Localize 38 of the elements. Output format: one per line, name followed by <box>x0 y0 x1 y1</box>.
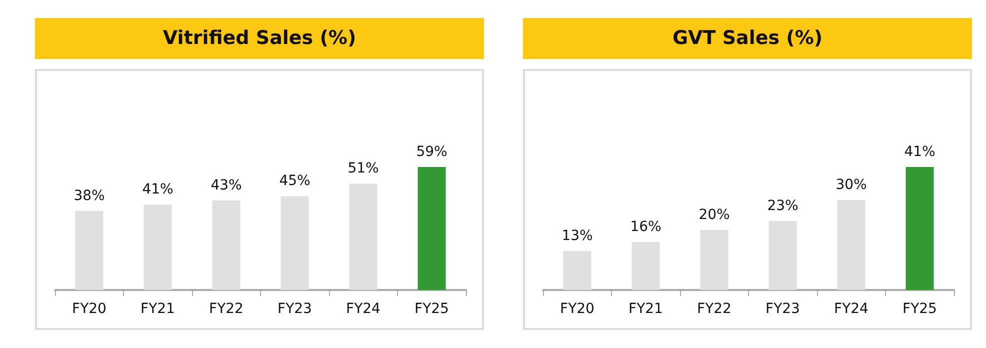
bar <box>418 167 446 290</box>
data-label: 41% <box>904 144 936 160</box>
x-tick-label: FY21 <box>140 301 175 317</box>
x-tick-label: FY23 <box>278 301 312 317</box>
x-tick-label: FY20 <box>72 301 106 317</box>
data-label: 51% <box>348 160 379 177</box>
x-tick-label: FY20 <box>560 301 594 317</box>
x-tick-label: FY22 <box>209 301 244 317</box>
chart-title: GVT Sales (%) <box>523 18 972 59</box>
data-label: 20% <box>698 207 730 224</box>
x-tick-label: FY22 <box>697 301 732 317</box>
data-label: 45% <box>279 173 310 190</box>
data-label: 41% <box>142 182 174 198</box>
bar <box>75 210 104 290</box>
bar <box>212 200 240 290</box>
x-tick-label: FY23 <box>766 301 800 317</box>
x-tick-label: FY21 <box>628 301 663 317</box>
bar <box>768 221 797 290</box>
bar <box>280 196 309 290</box>
data-label: 13% <box>562 228 593 244</box>
bar <box>906 167 934 290</box>
data-label: 43% <box>210 177 242 194</box>
chart-title: Vitrified Sales (%) <box>35 18 484 59</box>
bar <box>837 200 866 290</box>
bar <box>144 204 172 290</box>
data-label: 59% <box>416 144 448 160</box>
x-tick-label: FY25 <box>414 301 449 317</box>
data-label: 30% <box>836 177 867 194</box>
bar <box>349 184 378 290</box>
data-label: 16% <box>630 219 662 236</box>
bar <box>700 230 728 290</box>
bar <box>632 242 660 290</box>
x-tick-label: FY25 <box>902 301 937 317</box>
data-label: 38% <box>74 188 105 204</box>
x-tick-label: FY24 <box>346 301 381 317</box>
x-tick-label: FY24 <box>834 301 869 317</box>
bar <box>563 251 592 290</box>
data-label: 23% <box>767 198 798 214</box>
